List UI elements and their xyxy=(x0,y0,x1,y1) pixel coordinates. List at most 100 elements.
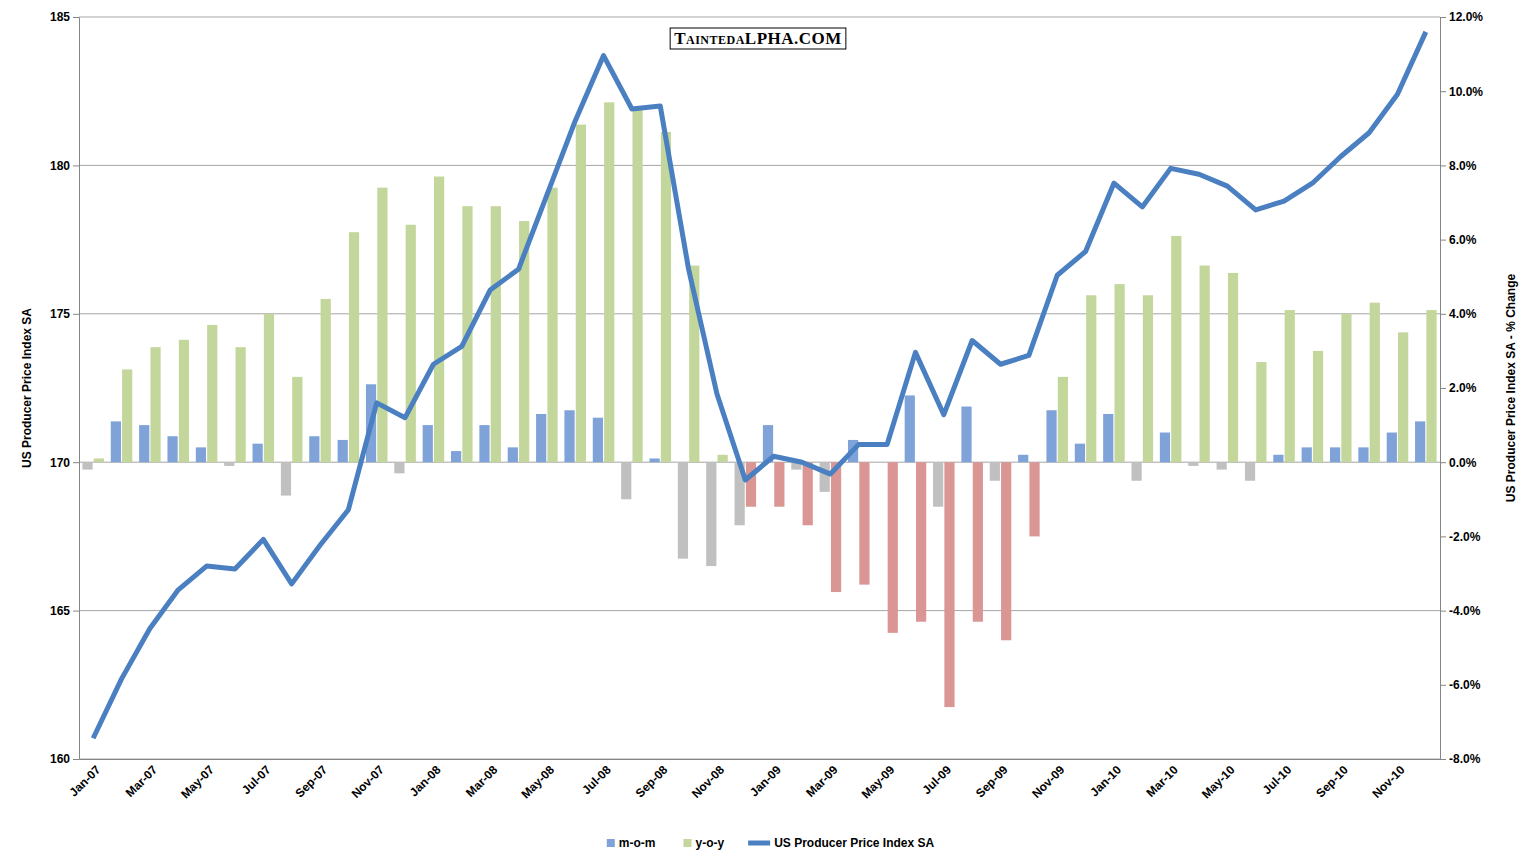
bar xyxy=(292,377,302,462)
bar xyxy=(1330,447,1340,462)
bar xyxy=(434,177,444,463)
tick: Jan-08 xyxy=(407,759,444,799)
bar xyxy=(576,125,586,463)
bar xyxy=(224,462,234,466)
tick-mark xyxy=(73,17,79,18)
bar xyxy=(678,462,688,558)
tick-label: -6.0% xyxy=(1449,678,1481,692)
tick-mark xyxy=(1440,388,1446,389)
bar xyxy=(479,425,489,462)
tick-label: Jan-07 xyxy=(67,762,104,799)
bar xyxy=(196,447,206,462)
bar xyxy=(1143,295,1153,462)
grid-line xyxy=(79,165,1440,166)
tick-label: 10.0% xyxy=(1449,85,1483,99)
bar xyxy=(1370,303,1380,463)
tick: 160 xyxy=(50,752,79,766)
y-axis-title: US Producer Price Index SA xyxy=(20,308,34,468)
bar xyxy=(264,314,274,462)
tick-label: Sep-09 xyxy=(973,762,1011,800)
bar xyxy=(706,462,716,566)
bar xyxy=(803,462,813,525)
tick-label: Sep-10 xyxy=(1313,762,1351,800)
bar xyxy=(916,462,926,622)
bar xyxy=(876,462,886,463)
bar xyxy=(564,410,574,462)
legend-item: US Producer Price Index SA xyxy=(748,836,934,850)
bar xyxy=(423,425,433,462)
tick-label: Nov-09 xyxy=(1029,762,1067,800)
bar xyxy=(1075,444,1085,463)
bar xyxy=(207,325,217,462)
bar xyxy=(1103,414,1113,462)
tick-label: 160 xyxy=(50,752,70,766)
bar xyxy=(1387,433,1397,463)
bar xyxy=(349,232,359,462)
tick-label: 170 xyxy=(50,456,70,470)
bar xyxy=(859,462,869,584)
tick: Mar-08 xyxy=(463,759,500,800)
bar xyxy=(111,421,121,462)
bar xyxy=(1171,236,1181,462)
grid-line xyxy=(79,17,1440,18)
tick: May-10 xyxy=(1199,759,1238,801)
grid-line xyxy=(79,610,1440,611)
axis-line xyxy=(79,18,80,760)
tick: Jan-10 xyxy=(1087,759,1124,799)
grid xyxy=(79,17,1440,759)
bar xyxy=(1160,433,1170,463)
tick-label: Jul-09 xyxy=(920,762,955,797)
tick-label: May-07 xyxy=(178,762,217,801)
tick: -8.0% xyxy=(1440,752,1481,766)
axis-line xyxy=(80,759,1441,760)
bar xyxy=(94,458,104,462)
bar xyxy=(236,347,246,462)
bar xyxy=(604,102,614,462)
tick-mark xyxy=(1440,462,1446,463)
tick: 6.0% xyxy=(1440,233,1477,247)
tick: Sep-10 xyxy=(1313,759,1351,800)
bar xyxy=(1200,266,1210,463)
tick: 2.0% xyxy=(1440,381,1477,395)
tick: Jul-09 xyxy=(920,759,955,797)
bar xyxy=(1217,462,1227,469)
tick: 10.0% xyxy=(1440,85,1483,99)
bar xyxy=(621,462,631,499)
bar xyxy=(1426,310,1436,462)
bar xyxy=(661,132,671,462)
bar xyxy=(1245,462,1255,481)
tick-label: Mar-07 xyxy=(123,762,160,799)
tick-label: 2.0% xyxy=(1449,381,1477,395)
annotation-box xyxy=(670,28,846,49)
tick-mark xyxy=(1440,17,1446,18)
tick: 185 xyxy=(50,10,79,24)
tick-label: Jan-10 xyxy=(1087,762,1124,799)
bar xyxy=(508,447,518,462)
tick-label: 165 xyxy=(50,604,70,618)
tick-label: 175 xyxy=(50,307,70,321)
bar xyxy=(933,462,943,507)
annotation-text: TaintedαLPHA.COM xyxy=(674,29,842,48)
tick-label: Nov-07 xyxy=(349,762,387,800)
bar xyxy=(1001,462,1011,640)
bar xyxy=(321,299,331,462)
bar xyxy=(1058,377,1068,462)
tick: Jan-09 xyxy=(747,759,784,799)
bar xyxy=(122,369,132,462)
bar xyxy=(632,110,642,462)
bar xyxy=(1273,455,1283,462)
tick-label: Sep-08 xyxy=(633,762,671,800)
bar xyxy=(1029,462,1039,536)
bar xyxy=(973,462,983,622)
bar xyxy=(139,425,149,462)
bar xyxy=(451,451,461,462)
tick: Mar-09 xyxy=(803,759,840,800)
bar xyxy=(961,407,971,463)
tick: Sep-08 xyxy=(633,759,671,800)
bar xyxy=(1358,447,1368,462)
bar xyxy=(1256,362,1266,462)
tick-mark xyxy=(73,165,79,166)
bar xyxy=(1228,273,1238,462)
y2-axis-title: US Producer Price Index SA - % Change xyxy=(1504,274,1518,503)
tick-label: Nov-08 xyxy=(689,762,727,800)
